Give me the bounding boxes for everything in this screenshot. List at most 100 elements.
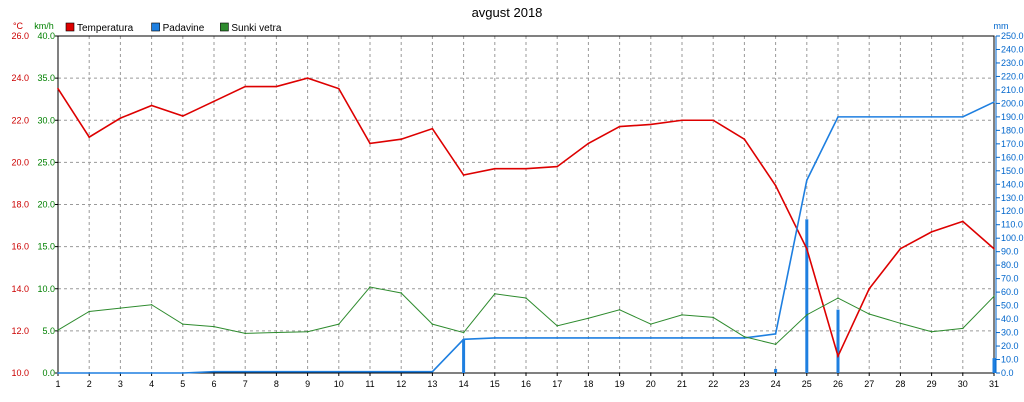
chart-grid [58,36,994,373]
data-point-padavine [462,338,465,341]
data-point-temperatura [182,115,184,117]
data-point-padavine [275,370,278,373]
data-point-padavine [556,337,558,339]
data-point-temperatura [369,142,371,145]
data-point-sunki-vetra [57,329,59,331]
data-point-temperatura [556,165,558,168]
data-point-sunki-vetra [400,292,403,294]
data-point-temperatura [119,117,122,119]
x-tick-label: 9 [305,379,310,389]
x-tick-label: 30 [958,379,968,389]
data-point-sunki-vetra [369,286,371,288]
data-point-sunki-vetra [962,327,964,330]
data-point-padavine [213,370,215,373]
wind-tick-label: 15.0 [37,242,55,252]
precipitation-tick-label: 0.0 [1001,368,1014,378]
precipitation-tick-label: 210.0 [1001,85,1024,95]
data-point-padavine [88,372,90,374]
data-point-sunki-vetra [587,317,590,320]
precipitation-tick-label: 80.0 [1001,260,1019,270]
precipitation-tick-label: 240.0 [1001,44,1024,54]
data-point-temperatura [837,355,839,357]
wind-tick-label: 20.0 [37,200,55,210]
data-point-padavine [369,370,371,373]
x-tick-label: 12 [396,379,406,389]
data-point-sunki-vetra [338,323,340,325]
x-tick-label: 7 [243,379,248,389]
x-tick-label: 23 [739,379,749,389]
precipitation-tick-label: 220.0 [1001,71,1024,81]
wind-unit-label: km/h [34,21,54,31]
x-tick-label: 18 [583,379,593,389]
temperature-tick-label: 18.0 [11,200,29,210]
data-point-temperatura [806,247,808,250]
legend-swatch-sunki-vetra [220,22,229,32]
data-point-padavine [244,370,246,373]
precipitation-tick-label: 60.0 [1001,287,1019,297]
data-point-sunki-vetra [743,335,746,338]
data-point-temperatura [993,247,995,250]
wind-tick-label: 5.0 [42,326,55,336]
precipitation-tick-label: 100.0 [1001,233,1024,243]
precipitation-tick-label: 150.0 [1001,166,1024,176]
legend-label-temperatura: Temperatura [77,23,134,34]
legend-swatch-padavine [151,22,160,32]
data-point-padavine [930,116,933,118]
data-point-sunki-vetra [150,303,153,306]
data-point-padavine [400,370,403,373]
precipitation-bar [805,219,809,373]
data-point-sunki-vetra [275,331,278,334]
precipitation-bar [774,368,778,373]
x-tick-label: 3 [118,379,123,389]
x-tick-label: 28 [895,379,905,389]
temperature-unit-label: °C [13,21,24,31]
x-tick-label: 5 [180,379,185,389]
wind-tick-label: 0.0 [42,368,55,378]
temperature-tick-label: 24.0 [11,73,29,83]
precipitation-tick-label: 40.0 [1001,314,1019,324]
chart-series-lines [57,77,995,374]
x-tick-label: 14 [459,379,469,389]
precipitation-tick-label: 230.0 [1001,58,1024,68]
precipitation-daily-bars [462,219,996,373]
data-point-sunki-vetra [306,330,309,333]
plot-frame [57,35,995,374]
data-point-temperatura [681,119,683,122]
data-point-sunki-vetra [88,310,90,313]
x-tick-label: 21 [677,379,687,389]
x-tick-label: 24 [771,379,781,389]
precipitation-tick-label: 130.0 [1001,193,1024,203]
precipitation-tick-label: 190.0 [1001,112,1024,122]
chart-legend: Temperatura Padavine Sunki vetra [65,22,282,34]
data-point-temperatura [743,138,746,141]
data-point-padavine [182,372,184,374]
x-tick-label: 20 [646,379,656,389]
x-tick-label: 6 [211,379,216,389]
x-tick-label: 4 [149,379,154,389]
x-tick-label: 27 [864,379,874,389]
wind-tick-label: 40.0 [37,31,55,41]
data-point-temperatura [712,119,714,122]
data-point-sunki-vetra [525,297,527,299]
data-point-sunki-vetra [556,325,558,327]
data-point-sunki-vetra [774,343,777,346]
temperature-tick-label: 16.0 [11,242,29,252]
x-tick-label: 17 [552,379,562,389]
x-tick-label: 8 [274,379,279,389]
x-tick-label: 31 [989,379,999,389]
x-tick-label: 15 [490,379,500,389]
legend-label-sunki-vetra: Sunki vetra [231,23,281,34]
data-point-temperatura [213,100,215,103]
data-point-temperatura [244,85,246,88]
precipitation-bar [992,358,996,373]
data-point-sunki-vetra [993,295,995,298]
precipitation-tick-label: 20.0 [1001,341,1019,351]
data-point-padavine [837,116,839,118]
data-point-sunki-vetra [213,325,215,328]
data-point-sunki-vetra [681,314,683,316]
data-point-temperatura [462,174,465,176]
data-point-sunki-vetra [431,323,434,325]
data-point-padavine [494,337,496,339]
precipitation-tick-label: 90.0 [1001,247,1019,257]
precipitation-tick-label: 200.0 [1001,98,1024,108]
